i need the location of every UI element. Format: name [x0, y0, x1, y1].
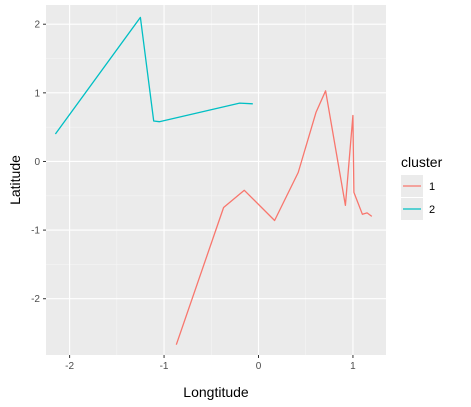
x-axis-ticks: -2 -1 0 1: [65, 355, 356, 372]
series-line-cluster-2: [54, 16, 253, 135]
legend-item-cluster-2: 2: [401, 198, 435, 220]
x-tick-label: 0: [256, 361, 262, 372]
x-tick-label: -1: [160, 361, 169, 372]
x-tick-label: -2: [65, 361, 74, 372]
legend: cluster 12: [401, 154, 443, 220]
y-tick-label: 1: [34, 88, 40, 99]
legend-label: 2: [429, 204, 435, 216]
series-line-cluster-1: [175, 90, 373, 345]
legend-title: cluster: [401, 154, 443, 170]
series-lines: [54, 16, 373, 345]
legend-keys: 12: [401, 175, 435, 220]
x-axis-title: Longtitude: [183, 384, 249, 400]
y-tick-label: -2: [31, 294, 40, 305]
x-tick-label: 1: [350, 361, 356, 372]
y-axis-ticks: -2 -1 0 1 2: [31, 20, 46, 305]
y-tick-label: 0: [34, 157, 40, 168]
y-axis-title: Latitude: [7, 155, 23, 205]
legend-item-cluster-1: 1: [401, 175, 435, 197]
y-tick-label: 2: [34, 20, 40, 31]
legend-label: 1: [429, 181, 435, 193]
plot-panel: [46, 5, 386, 355]
y-tick-label: -1: [31, 226, 40, 237]
